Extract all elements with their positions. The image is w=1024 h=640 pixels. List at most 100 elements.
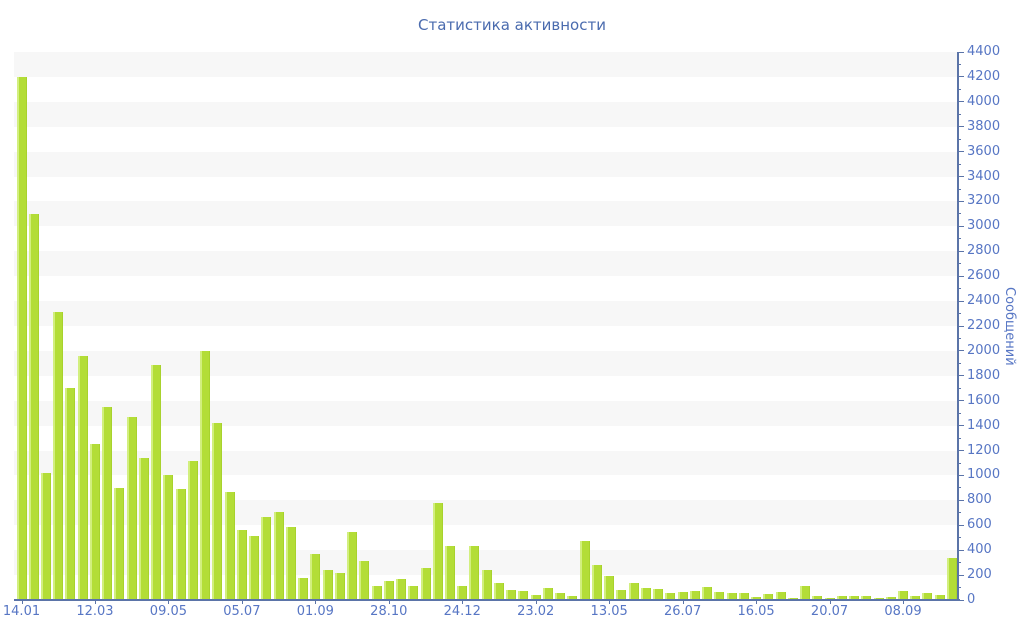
y-tick-label: 3200 [967, 193, 1001, 209]
bar[interactable] [432, 503, 443, 600]
bar[interactable] [542, 588, 553, 600]
bar[interactable] [40, 472, 51, 600]
bar[interactable] [347, 531, 358, 600]
bar[interactable] [616, 590, 627, 600]
y-tick-label: 1600 [967, 392, 1001, 408]
bar[interactable] [200, 350, 211, 600]
y-tick-mark [958, 176, 964, 178]
bar[interactable] [726, 593, 737, 600]
bar[interactable] [53, 311, 64, 600]
bar[interactable] [946, 558, 957, 600]
bar[interactable] [493, 583, 504, 600]
bar[interactable] [187, 460, 198, 600]
bar[interactable] [530, 595, 541, 600]
bar[interactable] [396, 579, 407, 600]
bar[interactable] [775, 591, 786, 600]
bar[interactable] [334, 572, 345, 600]
bar[interactable] [689, 590, 700, 600]
bar[interactable] [65, 388, 76, 600]
bar[interactable] [481, 570, 492, 600]
bar[interactable] [591, 565, 602, 600]
bar[interactable] [383, 581, 394, 600]
bar[interactable] [236, 530, 247, 600]
bar[interactable] [408, 585, 419, 600]
bar[interactable] [836, 595, 847, 600]
bar[interactable] [102, 406, 113, 600]
y-tick-label: 800 [967, 492, 992, 508]
bar[interactable] [897, 590, 908, 600]
bar[interactable] [861, 595, 872, 600]
bar[interactable] [518, 590, 529, 600]
bar[interactable] [922, 592, 933, 600]
y-tick-mark [958, 462, 961, 464]
x-tick-label: 28.10 [370, 604, 408, 619]
bar[interactable] [138, 458, 149, 600]
y-tick-label: 4200 [967, 68, 1001, 84]
bar[interactable] [873, 597, 884, 600]
bar[interactable] [469, 546, 480, 600]
bar[interactable] [273, 511, 284, 600]
bar[interactable] [310, 553, 321, 600]
chart-title: Статистика активности [418, 16, 606, 34]
bar[interactable] [212, 423, 223, 600]
bar[interactable] [28, 213, 39, 600]
x-tick-label: 24.12 [443, 604, 481, 619]
bar[interactable] [457, 585, 468, 600]
bar[interactable] [224, 491, 235, 600]
bar[interactable] [359, 561, 370, 600]
bar[interactable] [787, 597, 798, 600]
bar[interactable] [175, 489, 186, 600]
bar[interactable] [677, 591, 688, 600]
y-tick-label: 3400 [967, 168, 1001, 184]
bar[interactable] [934, 595, 945, 600]
bar[interactable] [445, 545, 455, 600]
bar[interactable] [628, 582, 639, 600]
bar[interactable] [506, 590, 517, 600]
background-stripe [14, 450, 958, 476]
bar[interactable] [653, 588, 664, 600]
bar[interactable] [285, 526, 296, 600]
bar[interactable] [738, 592, 749, 600]
bar[interactable] [77, 355, 88, 600]
x-tick-label: 20.07 [810, 604, 849, 619]
bar[interactable] [640, 587, 651, 600]
y-tick-mark [958, 151, 964, 153]
bar[interactable] [151, 364, 162, 600]
background-stripe [14, 52, 958, 77]
bar[interactable] [714, 591, 725, 600]
bar[interactable] [163, 475, 174, 600]
bar[interactable] [249, 535, 260, 600]
bar[interactable] [89, 444, 100, 600]
bar[interactable] [579, 540, 590, 600]
bar[interactable] [910, 595, 921, 600]
bar[interactable] [751, 596, 762, 600]
bar[interactable] [555, 593, 566, 600]
bar[interactable] [665, 592, 676, 600]
y-tick-label: 600 [967, 517, 992, 533]
bar[interactable] [702, 586, 713, 600]
x-tick-mark [682, 600, 684, 604]
bar[interactable] [800, 586, 811, 600]
bar[interactable] [16, 76, 27, 600]
bar[interactable] [812, 595, 823, 600]
background-stripe [14, 326, 958, 351]
bar[interactable] [420, 568, 431, 600]
y-tick-mark [958, 362, 961, 364]
y-axis-line [957, 52, 959, 601]
bar[interactable] [763, 594, 774, 600]
bar[interactable] [322, 570, 333, 600]
bar[interactable] [261, 516, 272, 600]
bar[interactable] [114, 487, 125, 600]
y-tick-mark [958, 313, 961, 315]
y-tick-mark [958, 225, 964, 227]
bar[interactable] [298, 577, 309, 600]
bar[interactable] [849, 596, 860, 600]
bar[interactable] [885, 596, 896, 600]
y-tick-mark [958, 300, 964, 302]
bar[interactable] [604, 575, 615, 600]
y-tick-label: 2000 [967, 342, 1001, 358]
bar[interactable] [567, 596, 578, 600]
bar[interactable] [824, 597, 835, 600]
bar[interactable] [371, 585, 382, 600]
bar[interactable] [126, 416, 137, 600]
